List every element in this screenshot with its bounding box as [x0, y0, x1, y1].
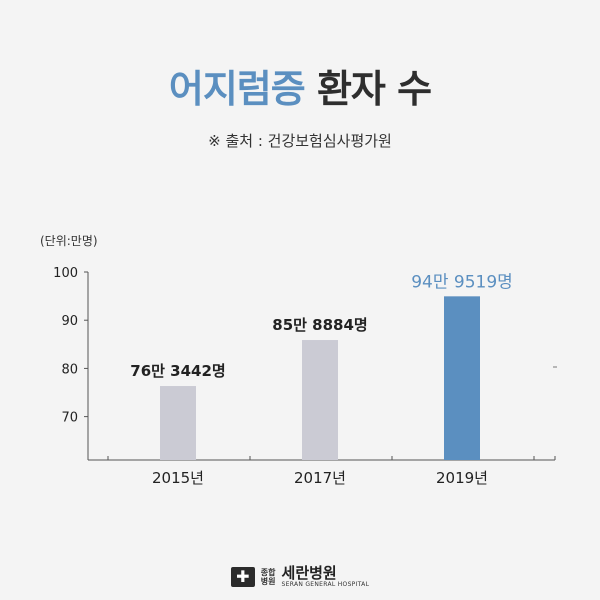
data-label: 85만 8884명 — [272, 316, 367, 334]
cross-icon: ✚ — [230, 566, 255, 587]
x-tick-label: 2019년 — [436, 469, 488, 487]
y-tick-label: 100 — [53, 266, 78, 281]
bar-2015년 — [160, 386, 196, 460]
x-tick-label: 2015년 — [152, 469, 204, 487]
x-tick-label: 2017년 — [294, 469, 346, 487]
title-rest: 환자 수 — [316, 67, 432, 111]
source-note: ※ 출처 : 건강보험심사평가원 — [208, 132, 392, 150]
logo-small-line1: 종합 — [260, 567, 276, 577]
logo-english: SERAN GENERAL HOSPITAL — [281, 581, 370, 588]
title-accent: 어지럼증 — [168, 67, 306, 111]
logo-small-text: 종합 병원 — [261, 568, 276, 586]
y-tick-label: 80 — [61, 362, 78, 377]
data-label: 76만 3442명 — [130, 362, 225, 380]
chart-title: 어지럼증 환자 수 — [0, 58, 600, 113]
bar-2019년 — [444, 296, 480, 460]
y-tick-label: 90 — [61, 314, 78, 329]
logo-small-line2: 병원 — [260, 576, 276, 586]
unit-label: (단위:만명) — [40, 234, 98, 248]
data-label: 94만 9519명 — [411, 272, 513, 292]
hospital-logo: ✚ 종합 병원 세란병원 SERAN GENERAL HOSPITAL — [0, 565, 600, 588]
y-tick-label: 70 — [61, 411, 78, 426]
logo-name: 세란병원 — [281, 564, 337, 582]
bar-2017년 — [302, 340, 338, 460]
